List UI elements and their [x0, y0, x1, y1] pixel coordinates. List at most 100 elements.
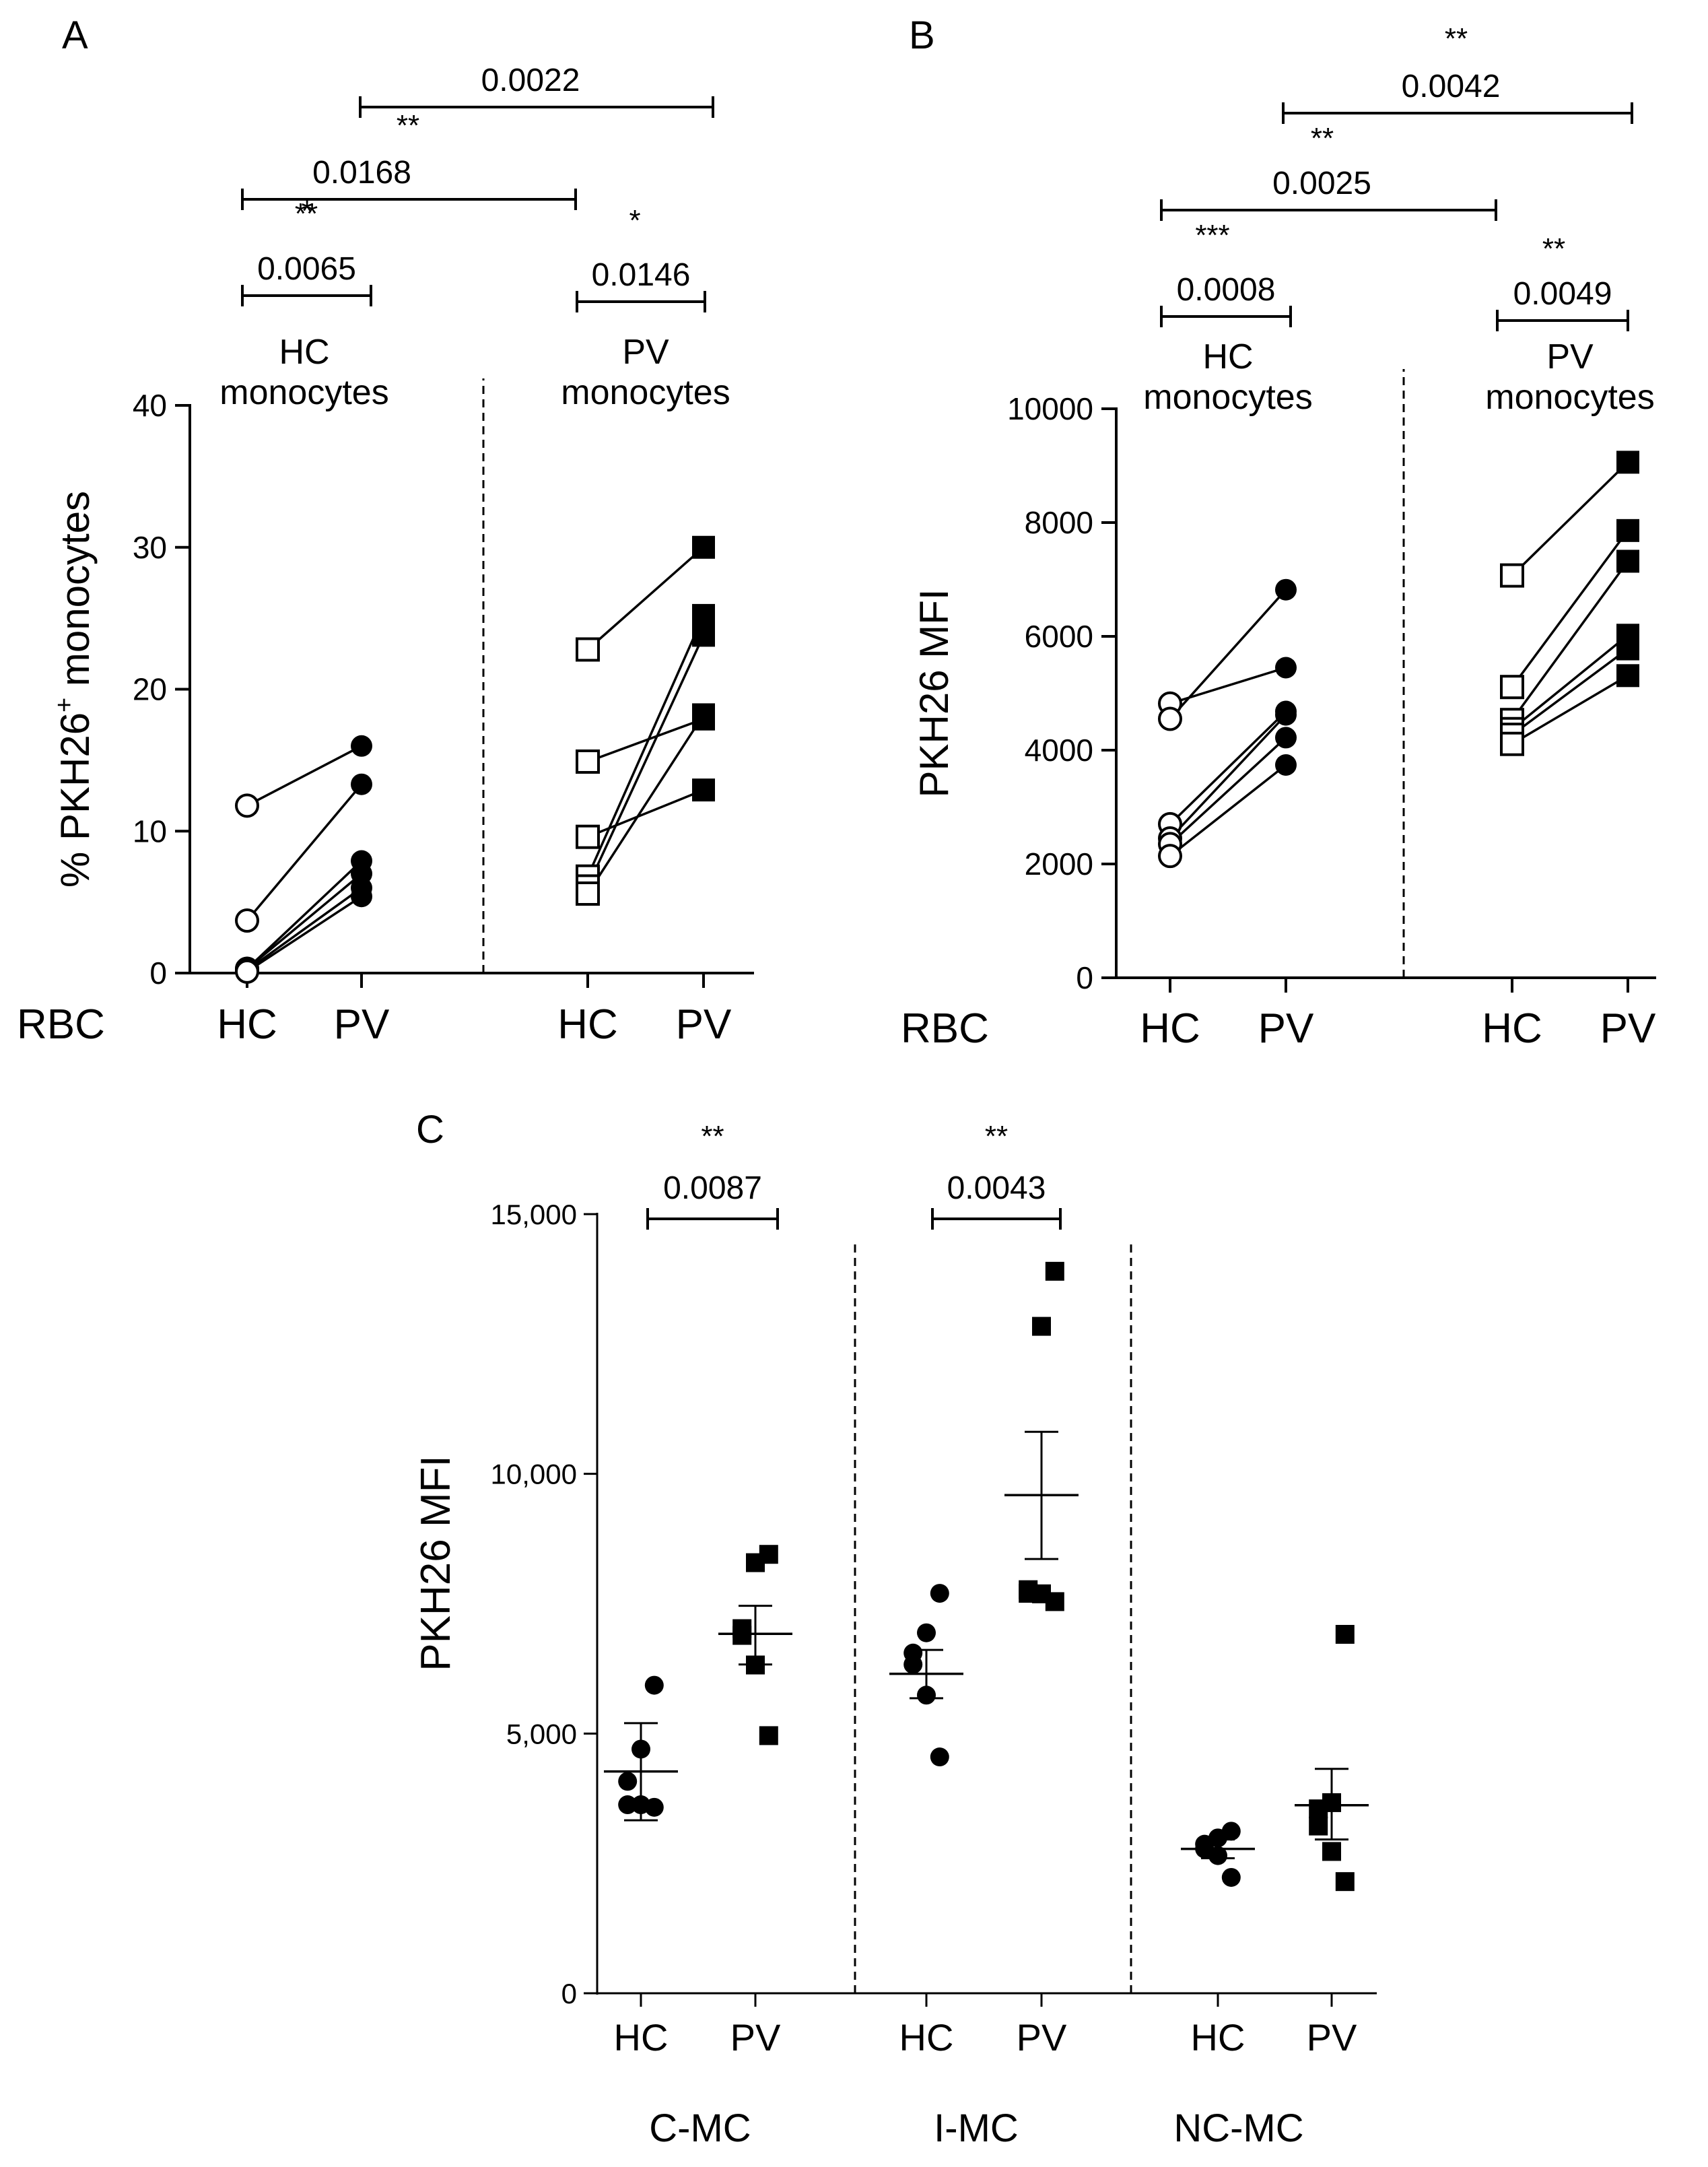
- group-label: monocytes: [1143, 378, 1312, 417]
- x-tick-label: PV: [676, 1001, 732, 1048]
- data-point-hc: [235, 793, 259, 818]
- panel-letter: C: [416, 1108, 444, 1152]
- data-point-pv: [1275, 657, 1297, 679]
- x-tick-label: HC: [217, 1001, 277, 1048]
- p-value-label: 0.0168: [312, 155, 411, 191]
- data-point-pv: [1616, 637, 1639, 661]
- x-tick-label: PV: [1600, 1005, 1656, 1052]
- data-point-hc: [576, 749, 600, 774]
- significance-bracket: [646, 1208, 779, 1230]
- y-axis-title-superscript: +: [50, 698, 79, 712]
- data-point-pv: [692, 535, 715, 559]
- pair-line: [1511, 648, 1629, 736]
- data-point-pv: [1275, 727, 1297, 749]
- data-point-hc: [1158, 706, 1182, 731]
- data-point-pv: [1275, 754, 1297, 776]
- y-tick-label: 2000: [1025, 846, 1093, 881]
- significance-bracket: [1282, 102, 1633, 124]
- y-axis-title-rest: monocytes: [53, 491, 98, 698]
- y-tick-label: 0: [561, 1978, 577, 2009]
- group-label: NC-MC: [1173, 2106, 1303, 2150]
- pair-line: [587, 789, 704, 838]
- significance-stars: **: [397, 109, 419, 142]
- significance-stars: **: [1542, 232, 1565, 265]
- significance-stars: **: [1445, 22, 1468, 55]
- y-axis-title: PKH26 MFI: [413, 1455, 459, 1671]
- y-tick-label: 6000: [1025, 619, 1093, 654]
- p-value-label: 0.0025: [1272, 166, 1371, 201]
- y-tick-label: 15,000: [491, 1199, 577, 1230]
- significance-bracket: [359, 96, 714, 118]
- x-tick-label: PV: [334, 1001, 390, 1048]
- p-value-label: 0.0043: [947, 1170, 1046, 1206]
- x-tick-label: HC: [614, 2016, 669, 2059]
- y-tick-label: 0: [149, 956, 167, 991]
- significance-bracket: [1160, 199, 1497, 221]
- data-point-pv: [692, 703, 715, 727]
- data-point-pv: [1275, 578, 1297, 601]
- data-point-hc: [1500, 675, 1524, 700]
- panel-c: C 0 5,000 10,000 15,000 HC PV HC PV HC PV PKH26 MFI…: [413, 1108, 1377, 2150]
- pair-line: [1169, 589, 1287, 720]
- pair-line: [587, 718, 704, 763]
- significance-bracket: [576, 291, 706, 312]
- pair-line: [1511, 560, 1629, 721]
- data-point-hc: [1221, 1867, 1241, 1887]
- y-tick-label: 10: [133, 813, 167, 848]
- x-tick-label: PV: [1307, 2016, 1357, 2059]
- data-point-hc: [618, 1795, 638, 1815]
- x-tick-label: HC: [1482, 1005, 1542, 1052]
- data-point-hc: [1158, 844, 1182, 869]
- group-label: monocytes: [1485, 378, 1654, 417]
- x-tick-label: PV: [730, 2016, 781, 2059]
- p-value-label: 0.0065: [257, 251, 356, 287]
- significance-stars: ***: [1195, 219, 1229, 252]
- data-point-pv: [692, 603, 715, 627]
- data-point-hc: [576, 824, 600, 849]
- group-label: HC: [1202, 337, 1253, 376]
- data-point-hc: [235, 908, 259, 933]
- data-point-pv: [1309, 1799, 1328, 1819]
- p-value-label: 0.0022: [481, 63, 580, 98]
- panel-letter: B: [909, 13, 935, 57]
- row-label-rbc: RBC: [17, 1001, 105, 1048]
- y-tick-label: 10,000: [491, 1459, 577, 1490]
- p-value-label: 0.0049: [1513, 276, 1612, 312]
- y-tick-label: 20: [133, 672, 167, 707]
- data-point-hc: [644, 1675, 664, 1695]
- data-point-hc: [644, 1797, 664, 1817]
- p-value-label: 0.0146: [592, 257, 691, 293]
- significance-bracket: [1496, 310, 1629, 331]
- data-point-pv: [1045, 1261, 1064, 1281]
- row-label-rbc: RBC: [901, 1005, 989, 1052]
- data-point-pv: [759, 1726, 778, 1745]
- data-point-hc: [930, 1584, 949, 1603]
- panel-letter: A: [62, 13, 88, 57]
- data-point-hc: [618, 1772, 638, 1791]
- y-tick-label: 40: [133, 388, 167, 423]
- significance-bracket: [931, 1208, 1062, 1230]
- significance-stars: **: [985, 1120, 1008, 1153]
- y-tick-label: 10000: [1007, 391, 1093, 426]
- y-axis-title-main: % PKH26: [53, 712, 98, 888]
- pair-line: [1169, 710, 1287, 826]
- y-tick-label: 4000: [1025, 733, 1093, 768]
- data-point-hc: [1500, 563, 1524, 588]
- y-tick-label: 8000: [1025, 505, 1093, 540]
- significance-stars: **: [295, 197, 318, 230]
- data-point-hc: [576, 881, 600, 906]
- pair-line: [1511, 674, 1629, 745]
- data-point-pv: [692, 778, 715, 802]
- data-point-pv: [351, 886, 372, 908]
- group-label: HC: [279, 333, 329, 372]
- significance-bracket: [1160, 306, 1292, 327]
- significance-stars: **: [701, 1120, 724, 1153]
- data-point-pv: [1309, 1816, 1328, 1836]
- group-label: PV: [1546, 337, 1594, 376]
- p-value-label: 0.0042: [1402, 69, 1501, 104]
- x-tick-label: PV: [1017, 2016, 1067, 2059]
- x-tick-label: HC: [1140, 1005, 1200, 1052]
- panel-b: B 0 2000 4000 6000 8000 10000 HC PV HC PV RBC PKH26 …: [901, 13, 1656, 1052]
